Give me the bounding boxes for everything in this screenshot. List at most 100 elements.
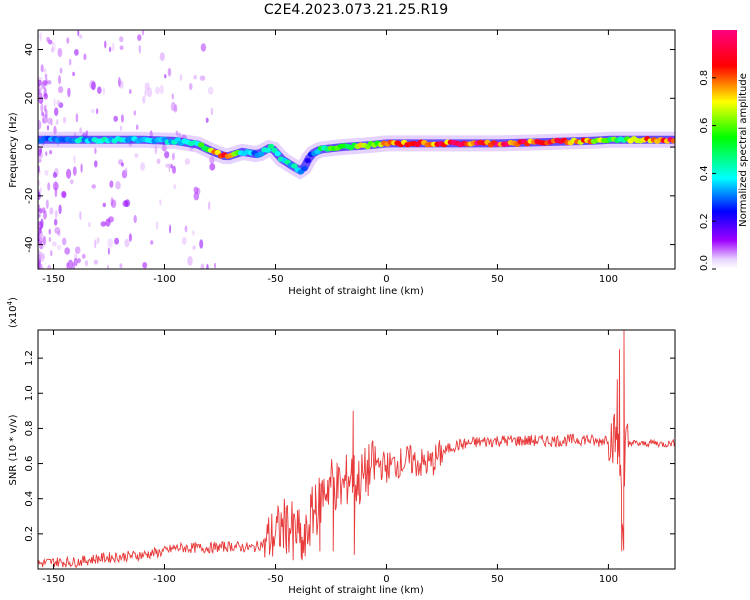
noise-cell (67, 259, 74, 269)
colorbar-ticks: 0.0 0.2 0.4 0.6 0.8 (699, 70, 716, 271)
noise-cell (138, 44, 141, 54)
noise-cell (159, 52, 165, 61)
noise-cell (192, 245, 196, 250)
noise-cell (210, 107, 214, 116)
noise-cell (119, 263, 123, 269)
y-tick-label: 0.2 (24, 526, 35, 542)
noise-cell (66, 262, 69, 269)
noise-cell (106, 264, 109, 269)
noise-cell (46, 36, 50, 42)
x-tick-label: -100 (153, 274, 176, 285)
snr-panel: -150 -100 -50 0 50 100 0.2 0.4 0.6 0.8 1.0 1.2 Hei… (6, 297, 676, 596)
noise-cell (53, 97, 56, 108)
x-tick-label: -50 (267, 274, 283, 285)
noise-cell (38, 179, 41, 187)
noise-cell (52, 172, 58, 178)
noise-cell (40, 64, 44, 73)
snr-multiplier: (x104) (6, 297, 19, 328)
noise-cell (146, 87, 153, 98)
colorbar-tick-label: 0.6 (699, 118, 710, 134)
noise-cell (167, 67, 172, 77)
noise-cell (96, 237, 100, 244)
noise-cell (50, 250, 53, 257)
noise-cell (155, 86, 160, 95)
ridge-cell (267, 143, 275, 149)
noise-cell (70, 179, 74, 185)
noise-cell (100, 221, 107, 227)
noise-cell (39, 226, 42, 234)
noise-cell (38, 250, 42, 260)
snr-y-label: SNR (10 * v/v) (8, 414, 19, 485)
noise-cell (156, 158, 161, 165)
noise-cell (38, 208, 43, 214)
noise-cell (124, 167, 128, 174)
noise-cell (41, 111, 45, 117)
noise-cell (91, 184, 96, 189)
noise-cell (52, 241, 57, 247)
noise-cell (199, 239, 204, 249)
ridge-cell (301, 165, 308, 172)
noise-cell (161, 145, 167, 152)
spectrogram-y-label: Frequency (Hz) (8, 112, 19, 188)
noise-cell (199, 75, 206, 81)
colorbar-gradient (712, 30, 737, 269)
noise-cell (38, 148, 42, 156)
noise-cell (104, 40, 107, 49)
noise-cell (47, 125, 49, 131)
noise-cell (144, 89, 147, 98)
noise-cell (52, 181, 59, 191)
noise-cell (193, 192, 200, 201)
noise-cell (41, 82, 46, 89)
y-tick-label: 0 (24, 144, 35, 150)
figure-title: C2E4.2023.073.21.25.R19 (264, 2, 448, 18)
noise-cell (111, 199, 117, 209)
noise-cell (128, 233, 132, 242)
noise-cell (54, 107, 59, 116)
noise-cell (134, 153, 139, 158)
noise-cell (114, 237, 120, 245)
snr-multiplier-exponent: 4 (6, 300, 14, 305)
y-tick-label: 1.2 (24, 350, 35, 366)
x-tick-label: -50 (267, 574, 283, 585)
noise-cell (94, 160, 98, 168)
noise-cell (172, 165, 176, 174)
noise-cell (191, 230, 195, 236)
noise-cell (181, 237, 187, 245)
noise-cell (128, 89, 132, 94)
noise-cell (108, 216, 114, 223)
x-tick-label: 0 (383, 274, 389, 285)
noise-cell (91, 81, 96, 91)
noise-cell (47, 117, 52, 125)
noise-cell (119, 36, 124, 43)
noise-cell (90, 108, 95, 114)
noise-cell (107, 247, 110, 255)
noise-cell (47, 264, 51, 269)
snr-y-ticks: 0.2 0.4 0.6 0.8 1.0 1.2 (24, 350, 675, 542)
x-tick-label: 50 (491, 574, 504, 585)
x-tick-label: -100 (153, 574, 176, 585)
noise-cell (66, 37, 70, 44)
noise-cell (111, 42, 115, 52)
spectrogram-y-ticks: -40 -20 0 20 40 (24, 43, 675, 253)
y-tick-label: -20 (24, 188, 35, 204)
noise-cell (122, 200, 129, 208)
noise-cell (48, 237, 52, 242)
noise-cell (187, 256, 193, 266)
noise-cell (43, 68, 47, 73)
noise-cell (57, 244, 62, 251)
noise-cell (44, 73, 48, 80)
noise-cell (54, 227, 61, 234)
noise-cell (77, 30, 80, 37)
noise-cell (47, 182, 51, 191)
noise-cell (79, 211, 82, 221)
y-tick-label: -40 (24, 236, 35, 252)
noise-cell (73, 155, 76, 164)
noise-cell (115, 181, 121, 190)
noise-cell (168, 163, 171, 172)
noise-cell (120, 162, 124, 167)
noise-cell (193, 74, 197, 80)
noise-cell (200, 43, 207, 52)
noise-cell (44, 108, 48, 119)
noise-cell (140, 162, 146, 171)
noise-cell (135, 124, 139, 130)
